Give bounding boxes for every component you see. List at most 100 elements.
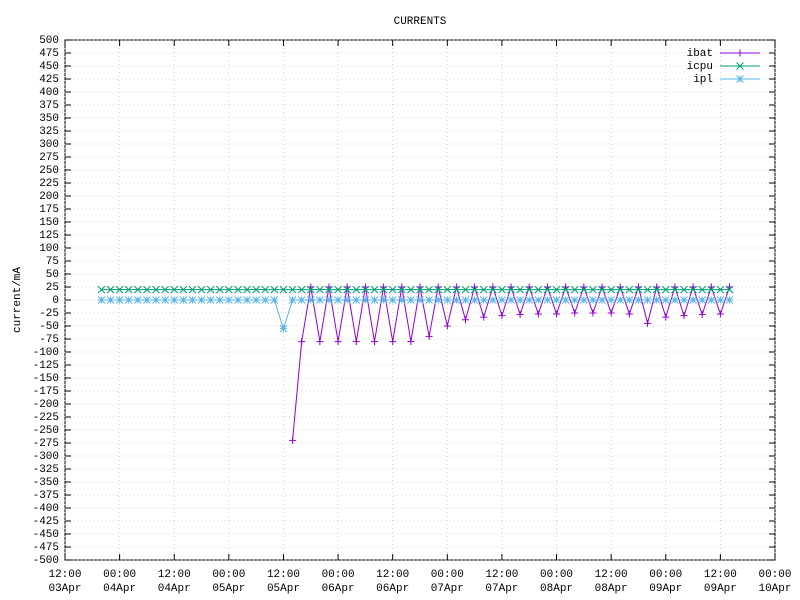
marker-stroke xyxy=(607,285,616,294)
marker-stroke xyxy=(252,285,261,294)
marker-stroke xyxy=(570,296,579,304)
marker xyxy=(224,285,233,294)
x-tick-label: 06Apr xyxy=(376,583,409,595)
marker-stroke xyxy=(625,285,634,294)
marker xyxy=(416,285,424,294)
marker xyxy=(325,296,333,304)
marker xyxy=(516,311,524,319)
marker-stroke xyxy=(297,285,306,294)
marker-stroke xyxy=(671,285,679,294)
x-tick-label: 10Apr xyxy=(758,583,791,595)
marker-stroke xyxy=(634,285,643,294)
marker xyxy=(571,309,579,317)
marker xyxy=(634,296,643,304)
marker xyxy=(534,285,543,294)
y-tick-label: 150 xyxy=(39,217,59,229)
y-tick-label: 450 xyxy=(39,61,59,73)
marker xyxy=(652,296,661,304)
marker xyxy=(206,296,215,304)
marker-stroke xyxy=(671,296,679,304)
marker-stroke xyxy=(261,296,270,304)
marker-stroke xyxy=(370,296,379,304)
marker-stroke xyxy=(488,285,497,294)
y-tick-label: -375 xyxy=(33,490,59,502)
marker-stroke xyxy=(243,296,251,304)
marker xyxy=(462,316,470,324)
x-tick-label: 12:00 xyxy=(376,569,409,581)
marker xyxy=(279,285,288,294)
marker xyxy=(215,285,224,294)
marker-stroke xyxy=(206,285,215,294)
marker xyxy=(407,338,415,346)
marker xyxy=(516,296,524,304)
x-tick-label: 00:00 xyxy=(322,569,355,581)
x-tick-label: 00:00 xyxy=(649,569,682,581)
marker xyxy=(188,285,197,294)
marker xyxy=(589,296,597,304)
marker-stroke xyxy=(434,296,443,304)
marker xyxy=(115,285,124,294)
marker-stroke xyxy=(288,296,297,304)
marker xyxy=(534,310,542,318)
marker xyxy=(133,296,142,304)
y-tick-label: 425 xyxy=(39,74,59,86)
marker xyxy=(215,296,224,304)
y-tick-label: -25 xyxy=(39,308,59,320)
marker xyxy=(188,296,197,304)
marker xyxy=(543,285,552,294)
marker-stroke xyxy=(698,285,707,294)
marker-stroke xyxy=(488,296,497,304)
marker xyxy=(352,338,360,346)
marker-stroke xyxy=(397,285,406,294)
marker-stroke xyxy=(388,285,397,294)
marker-stroke xyxy=(661,285,670,294)
marker-stroke xyxy=(197,296,206,304)
marker xyxy=(124,296,133,304)
marker xyxy=(488,296,497,304)
y-tick-label: 225 xyxy=(39,178,59,190)
marker xyxy=(689,285,697,294)
marker xyxy=(252,296,261,304)
marker xyxy=(170,285,179,294)
marker xyxy=(736,49,744,57)
marker-stroke xyxy=(534,296,543,304)
y-tick-label: 25 xyxy=(46,282,59,294)
marker xyxy=(434,285,443,294)
y-tick-label: -100 xyxy=(33,347,59,359)
marker-stroke xyxy=(561,285,570,294)
marker xyxy=(334,285,342,294)
marker xyxy=(680,296,688,304)
legend-label: ipl xyxy=(693,74,713,86)
marker-stroke xyxy=(625,296,634,304)
marker-stroke xyxy=(543,296,552,304)
marker-stroke xyxy=(689,285,697,294)
marker-stroke xyxy=(707,296,716,304)
marker-stroke xyxy=(680,285,688,294)
marker-stroke xyxy=(370,285,379,294)
y-tick-label: -75 xyxy=(39,334,59,346)
marker-stroke xyxy=(525,296,534,304)
marker xyxy=(425,332,433,340)
marker xyxy=(143,296,151,304)
marker xyxy=(543,296,552,304)
marker xyxy=(589,285,597,294)
y-tick-label: 300 xyxy=(39,139,59,151)
marker xyxy=(461,296,470,304)
marker xyxy=(361,285,370,294)
marker xyxy=(370,285,379,294)
marker-stroke xyxy=(170,285,179,294)
y-tick-label: -475 xyxy=(33,542,59,554)
marker xyxy=(234,296,242,304)
x-tick-label: 03Apr xyxy=(48,583,81,595)
marker-stroke xyxy=(97,296,106,304)
marker xyxy=(698,311,706,319)
y-tick-label: -50 xyxy=(39,321,59,333)
x-tick-label: 00:00 xyxy=(758,569,791,581)
marker-stroke xyxy=(579,296,588,304)
marker-stroke xyxy=(736,75,744,83)
marker xyxy=(334,296,342,304)
y-tick-label: 75 xyxy=(46,256,59,268)
marker xyxy=(470,296,479,304)
marker-stroke xyxy=(407,285,415,294)
